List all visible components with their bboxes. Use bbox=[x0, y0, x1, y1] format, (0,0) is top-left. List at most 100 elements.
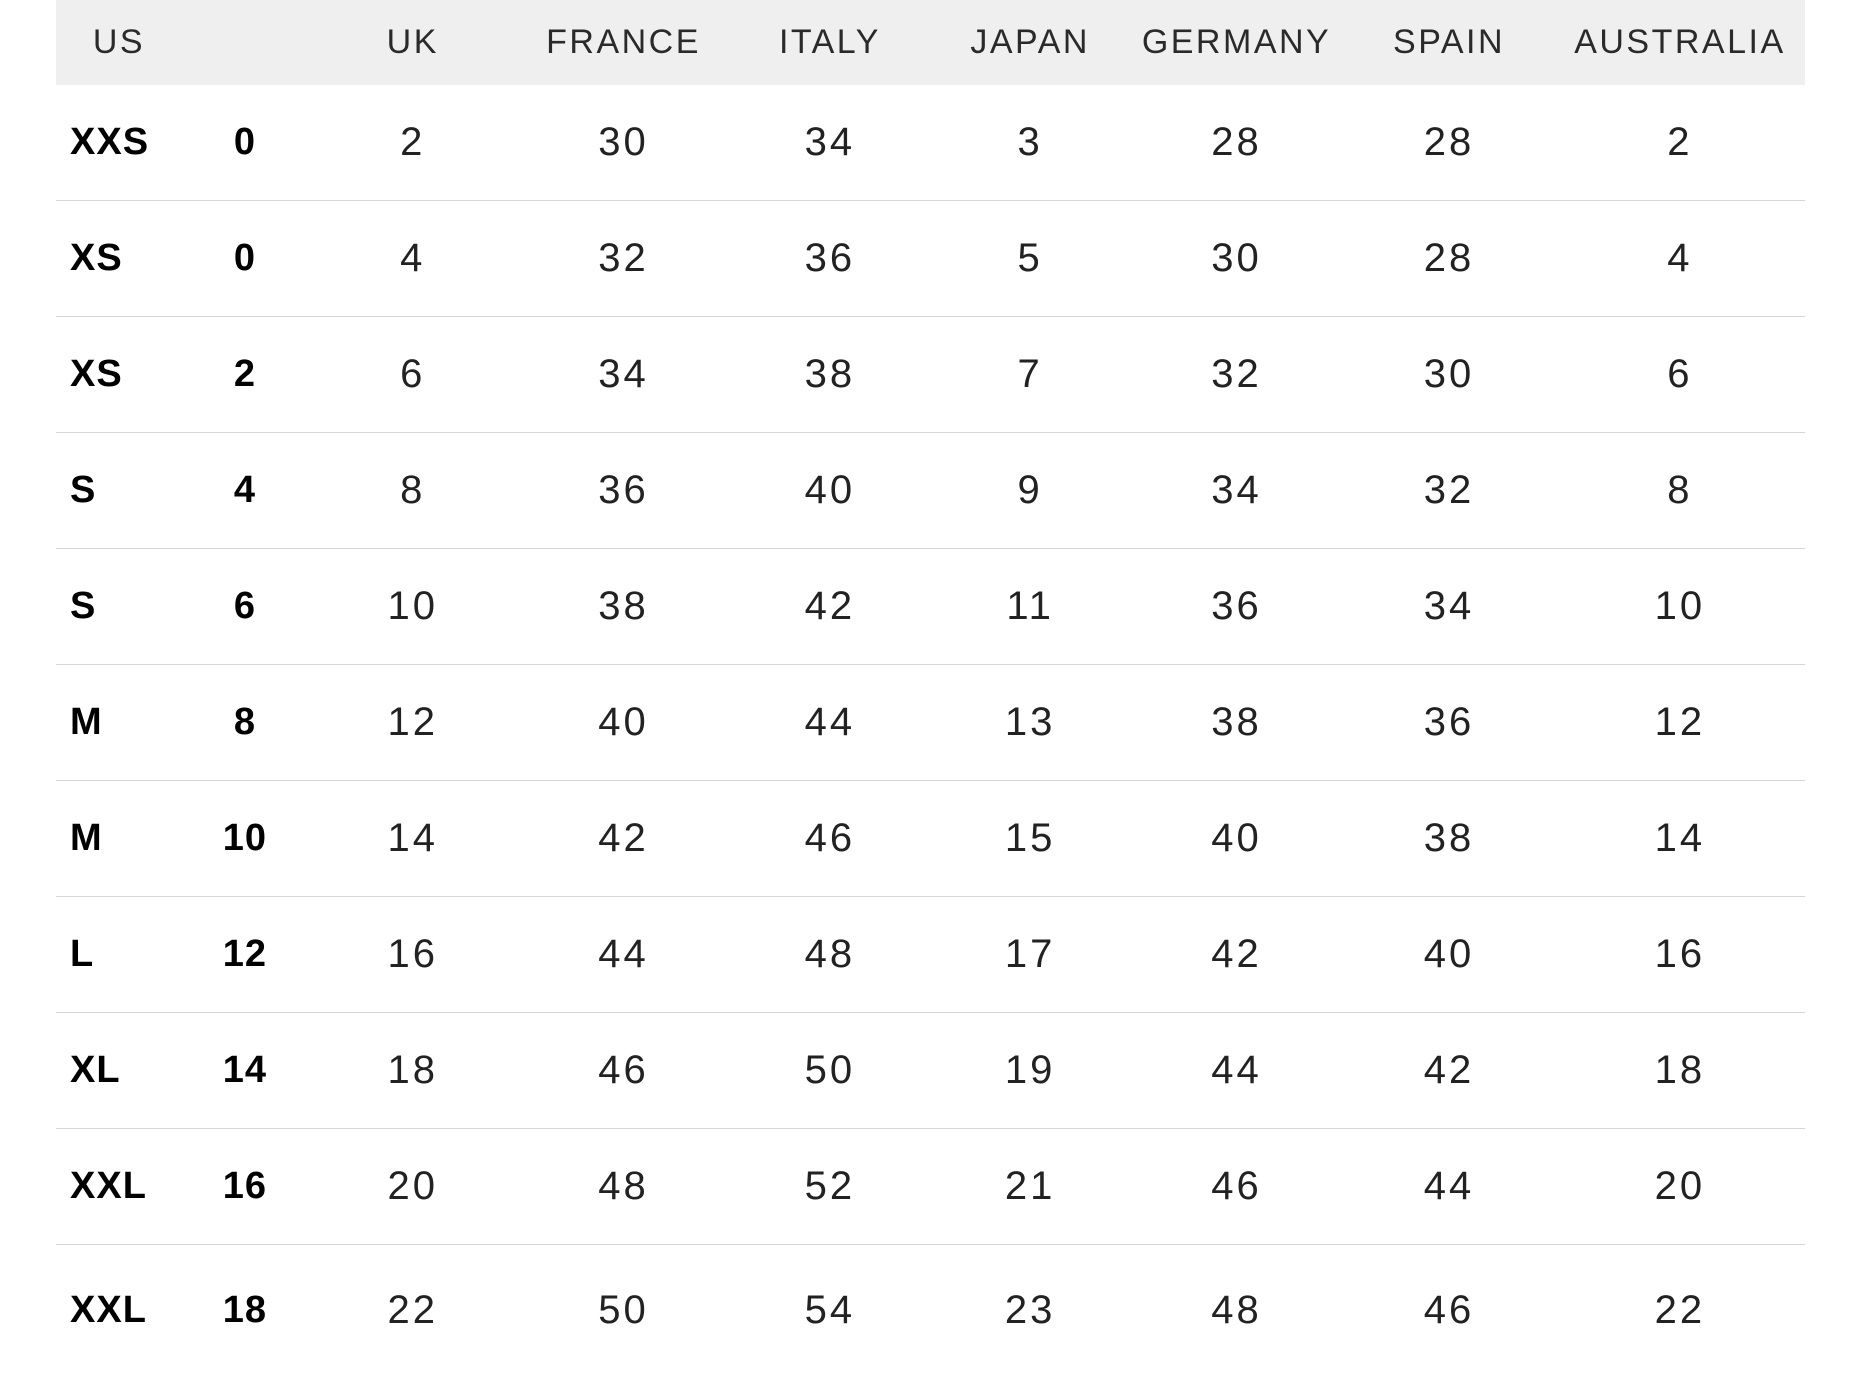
cell-uk: 12 bbox=[307, 664, 518, 781]
cell-france: 48 bbox=[517, 1128, 730, 1245]
header-france: FRANCE bbox=[517, 0, 730, 85]
cell-japan: 21 bbox=[930, 1128, 1130, 1245]
cell-spain: 46 bbox=[1343, 1244, 1555, 1375]
table-row: XL 14 18 46 50 19 44 42 18 bbox=[56, 1012, 1805, 1129]
cell-germany: 36 bbox=[1129, 548, 1344, 665]
table-row: XXL 18 22 50 54 23 48 46 22 bbox=[56, 1244, 1805, 1375]
cell-us: 6 bbox=[181, 548, 308, 665]
cell-us: 0 bbox=[233, 121, 256, 163]
cell-italy: 48 bbox=[729, 896, 931, 1013]
cell-italy: 38 bbox=[729, 316, 931, 433]
cell-japan: 15 bbox=[930, 780, 1130, 897]
cell-uk: 18 bbox=[307, 1012, 518, 1129]
cell-us: 16 bbox=[181, 1128, 308, 1245]
header-germany: GERMANY bbox=[1129, 0, 1344, 85]
cell-spain: 32 bbox=[1343, 432, 1555, 549]
cell-australia: 4 bbox=[1554, 200, 1805, 317]
cell-size-label: M bbox=[56, 664, 182, 781]
cell-italy: 34 bbox=[804, 120, 856, 164]
cell-spain: 34 bbox=[1343, 548, 1555, 665]
cell-italy: 36 bbox=[729, 200, 931, 317]
cell-france: 40 bbox=[517, 664, 730, 781]
cell-size-label: S bbox=[56, 432, 182, 549]
cell-size-label: XS bbox=[56, 200, 182, 317]
header-us-number-spacer bbox=[181, 0, 308, 85]
cell-us: 2 bbox=[181, 316, 308, 433]
header-us: US bbox=[56, 0, 182, 85]
table-row: S 4 8 36 40 9 34 32 8 bbox=[56, 432, 1805, 549]
cell-uk: 8 bbox=[307, 432, 518, 549]
cell-germany: 46 bbox=[1129, 1128, 1344, 1245]
size-conversion-table: US UK FRANCE ITALY JAPAN GERMANY SPAIN A… bbox=[56, 0, 1805, 1375]
cell-uk: 20 bbox=[307, 1128, 518, 1245]
header-japan: JAPAN bbox=[930, 0, 1130, 85]
cell-italy: 54 bbox=[729, 1244, 931, 1375]
cell-us: 0 bbox=[181, 200, 308, 317]
cell-france: 44 bbox=[517, 896, 730, 1013]
header-uk: UK bbox=[307, 0, 518, 85]
table-row: XXL 16 20 48 52 21 46 44 20 bbox=[56, 1128, 1805, 1245]
header-australia: AUSTRALIA bbox=[1554, 0, 1805, 85]
cell-size-label: XXL bbox=[56, 1128, 182, 1245]
cell-australia: 16 bbox=[1554, 896, 1805, 1013]
cell-italy: 42 bbox=[729, 548, 931, 665]
table-row: S 6 10 38 42 11 36 34 10 bbox=[56, 548, 1805, 665]
cell-japan: 23 bbox=[930, 1244, 1130, 1375]
cell-spain: 44 bbox=[1343, 1128, 1555, 1245]
cell-japan: 5 bbox=[930, 200, 1130, 317]
cell-italy: 50 bbox=[729, 1012, 931, 1129]
cell-spain: 40 bbox=[1343, 896, 1555, 1013]
cell-france: 36 bbox=[517, 432, 730, 549]
table-row: XS 0 4 32 36 5 30 28 4 bbox=[56, 200, 1805, 317]
cell-italy: 52 bbox=[729, 1128, 931, 1245]
cell-spain: 30 bbox=[1343, 316, 1555, 433]
cell-us: 14 bbox=[181, 1012, 308, 1129]
cell-germany: 30 bbox=[1129, 200, 1344, 317]
cell-france: 46 bbox=[517, 1012, 730, 1129]
cell-australia: 6 bbox=[1554, 316, 1805, 433]
cell-spain: 28 bbox=[1343, 200, 1555, 317]
cell-australia: 10 bbox=[1554, 548, 1805, 665]
cell-spain: 38 bbox=[1343, 780, 1555, 897]
cell-us: 10 bbox=[181, 780, 308, 897]
table-header-row: US UK FRANCE ITALY JAPAN GERMANY SPAIN A… bbox=[56, 0, 1805, 85]
cell-size-label: S bbox=[56, 548, 182, 665]
cell-us: 4 bbox=[181, 432, 308, 549]
cell-france: 42 bbox=[517, 780, 730, 897]
cell-france: 32 bbox=[517, 200, 730, 317]
cell-australia: 8 bbox=[1554, 432, 1805, 549]
cell-size-label: L bbox=[56, 896, 182, 1013]
cell-uk: 16 bbox=[307, 896, 518, 1013]
cell-size-label: XS bbox=[56, 316, 182, 433]
cell-germany: 40 bbox=[1129, 780, 1344, 897]
cell-france: 38 bbox=[517, 548, 730, 665]
cell-germany: 44 bbox=[1129, 1012, 1344, 1129]
table-row: XXS 0 2 30 34 3 28 28 2 bbox=[56, 85, 1805, 201]
cell-italy: 46 bbox=[729, 780, 931, 897]
cell-uk: 10 bbox=[307, 548, 518, 665]
cell-france: 50 bbox=[517, 1244, 730, 1375]
cell-germany: 38 bbox=[1129, 664, 1344, 781]
cell-australia: 2 bbox=[1667, 120, 1693, 164]
cell-spain: 36 bbox=[1343, 664, 1555, 781]
cell-uk: 22 bbox=[307, 1244, 518, 1375]
cell-france: 34 bbox=[517, 316, 730, 433]
cell-us: 8 bbox=[181, 664, 308, 781]
header-italy: ITALY bbox=[729, 0, 931, 85]
cell-us: 12 bbox=[181, 896, 308, 1013]
cell-australia: 12 bbox=[1554, 664, 1805, 781]
cell-italy: 44 bbox=[729, 664, 931, 781]
table-row: M 8 12 40 44 13 38 36 12 bbox=[56, 664, 1805, 781]
cell-japan: 19 bbox=[930, 1012, 1130, 1129]
cell-spain: 28 bbox=[1423, 120, 1475, 164]
cell-japan: 9 bbox=[930, 432, 1130, 549]
cell-australia: 18 bbox=[1554, 1012, 1805, 1129]
cell-germany: 34 bbox=[1129, 432, 1344, 549]
header-spain: SPAIN bbox=[1343, 0, 1555, 85]
cell-size-label: M bbox=[56, 780, 182, 897]
cell-size-label: XXL bbox=[56, 1244, 182, 1375]
cell-italy: 40 bbox=[729, 432, 931, 549]
cell-germany: 32 bbox=[1129, 316, 1344, 433]
cell-japan: 13 bbox=[930, 664, 1130, 781]
cell-france: 30 bbox=[598, 120, 649, 164]
